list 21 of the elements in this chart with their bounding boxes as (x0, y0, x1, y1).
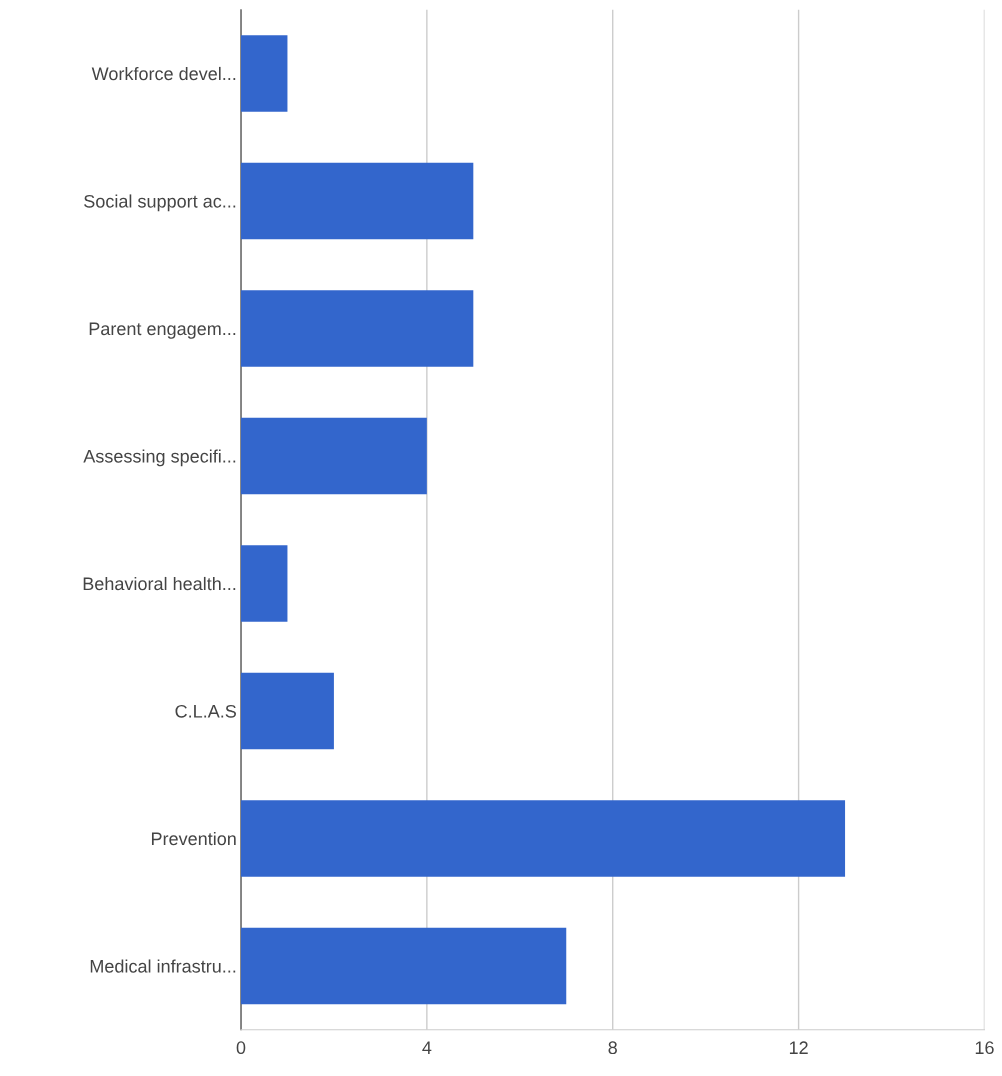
x-tick-label: 8 (608, 1041, 617, 1055)
y-tick-label: Behavioral health... (83, 576, 236, 591)
y-tick-label: C.L.A.S (175, 704, 236, 718)
y-tick-label: Parent engagem... (89, 322, 236, 339)
bar (240, 290, 474, 367)
bar (240, 927, 567, 1005)
y-tick-label: Assessing specifi... (83, 449, 236, 467)
bar (240, 672, 334, 750)
x-tick-label: 16 (975, 1041, 994, 1055)
bar (240, 545, 288, 622)
x-tick-label: 0 (236, 1041, 246, 1055)
y-tick-label: Prevention (151, 831, 236, 846)
y-tick-label: Social support ac... (84, 194, 236, 212)
bar (240, 417, 427, 495)
x-tick-label: 4 (422, 1041, 432, 1054)
x-tick-label: 12 (789, 1041, 808, 1054)
y-tick-label: Medical infrastru... (90, 959, 236, 973)
y-tick-label: Workforce devel... (91, 66, 236, 81)
bar (240, 800, 846, 877)
bar (240, 162, 474, 240)
bar (240, 35, 288, 112)
